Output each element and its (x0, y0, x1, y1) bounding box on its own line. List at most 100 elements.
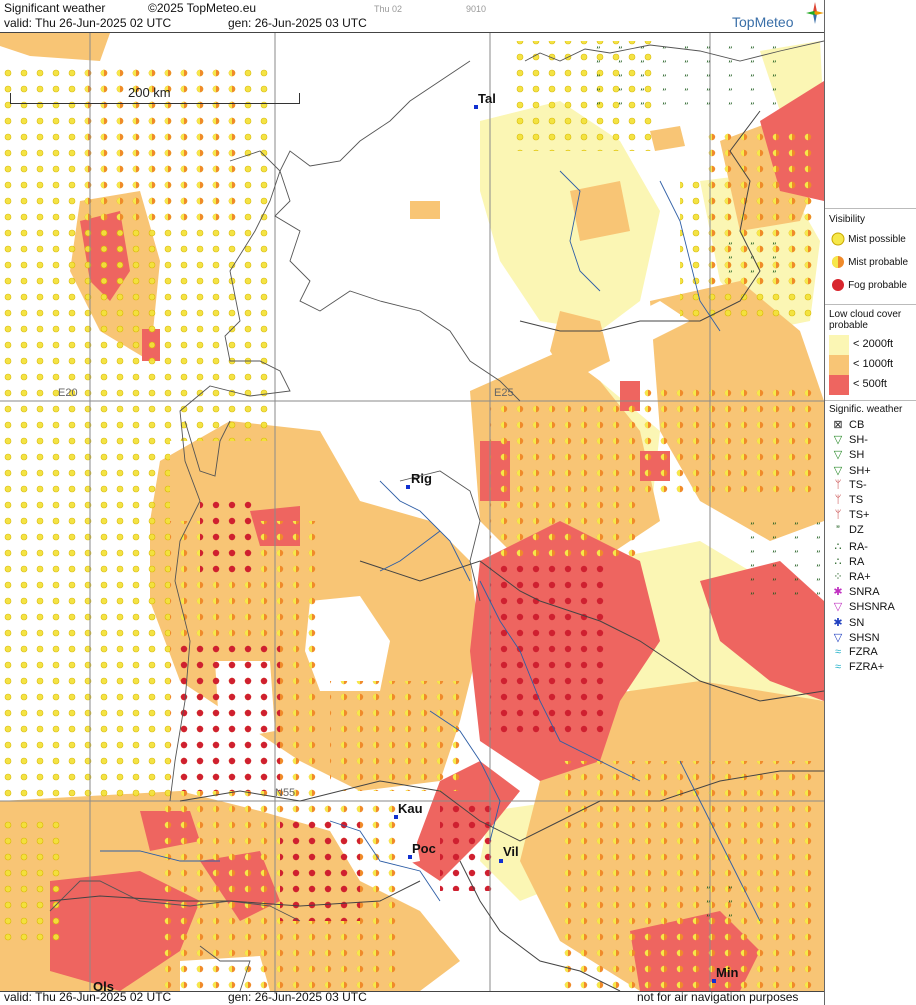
legend-wx-cb: ⊠ CB (831, 418, 864, 432)
legend-mist-probable: Mist probable (831, 255, 908, 269)
scale-label: 200 km (128, 85, 171, 100)
legend-wx-ra: ∴ RA (831, 555, 865, 569)
footer-generated-time: gen: 26-Jun-2025 03 UTC (228, 990, 367, 1004)
legend-wx-snra: ✱ SNRA (831, 585, 880, 599)
scale-bar (10, 93, 300, 104)
rain-icon: ∴ (834, 555, 842, 568)
legend-wx-label: SN (849, 616, 865, 629)
legend-cloud-title-1: Low cloud cover (829, 309, 902, 320)
legend-wx-label: SNRA (849, 586, 880, 599)
legend-wx-label: TS- (849, 478, 867, 491)
drizzle-icon: ” (836, 524, 840, 537)
legend-wx-shsnra: ▽ SHSNRA (831, 600, 895, 614)
legend-fog-probable: Fog probable (831, 278, 907, 292)
legend-cloud-1000: < 1000ft (853, 358, 894, 370)
rivers (100, 170, 761, 922)
legend-wx-shplus: ▽ SH+ (831, 464, 871, 478)
legend-wx-label: SHSN (849, 631, 880, 644)
legend-panel: Visibility Mist possible Mist probable F… (824, 0, 916, 1005)
footer-valid-time: valid: Thu 26-Jun-2025 02 UTC (4, 990, 172, 1004)
grid-label-e20: E20 (58, 387, 78, 399)
faint-code-label: 9010 (466, 4, 487, 14)
legend-cloud-2000: < 2000ft (853, 338, 894, 350)
legend-mist-probable-label: Mist probable (848, 256, 909, 268)
map-canvas: ” (0, 33, 824, 991)
city-marker-rig (406, 485, 410, 489)
legend-wx-tsminus: ᛘ TS- (831, 479, 867, 493)
drizzle-marks (590, 41, 820, 921)
copyright: ©2025 TopMeteo.eu (148, 1, 257, 15)
fog-probable-dots (180, 501, 610, 921)
city-label-ols: Ols (93, 979, 114, 994)
legend-wx-label: SH- (849, 434, 868, 447)
legend-wx-shminus: ▽ SH- (831, 433, 868, 447)
legend-wx-label: CB (849, 419, 865, 431)
thunder-light-icon: ᛘ (834, 478, 842, 491)
city-label-poc: Poc (412, 841, 436, 856)
legend-wx-label: SH+ (849, 464, 871, 477)
legend-wx-fzraplus: ≈ FZRA+ (831, 661, 884, 675)
legend-wx-dz: ” DZ (831, 524, 864, 538)
legend-wx-label: RA- (849, 540, 868, 553)
legend-mist-possible: Mist possible (831, 232, 906, 246)
cloud-scale (829, 335, 849, 395)
city-marker-tal (474, 105, 478, 109)
legend-wx-ts: ᛘ TS (831, 494, 863, 508)
legend-wx-label: TS (849, 494, 864, 506)
rain-light-icon: ∴ (834, 540, 842, 553)
header: Significant weather ©2025 TopMeteo.eu Th… (0, 0, 824, 32)
city-marker-min (712, 979, 716, 983)
borders (49, 110, 824, 991)
legend-visibility-title: Visibility (829, 214, 865, 225)
legend-wx-label: TS+ (849, 509, 870, 522)
shower-heavy-icon: ▽ (833, 464, 843, 477)
mist-possible-icon (831, 232, 845, 246)
city-label-vil: Vil (503, 844, 519, 859)
sleet-icon: ✱ (833, 586, 843, 599)
city-marker-poc (408, 855, 412, 859)
compass-logo-icon (806, 2, 824, 24)
mist-probable-icon (832, 256, 844, 268)
thunder-icon: ᛘ (834, 494, 842, 506)
grid-label-e25: E25 (494, 387, 514, 399)
legend-wx-label: SH (849, 449, 865, 462)
footer-disclaimer: not for air navigation purposes (637, 990, 799, 1004)
legend-wx-label: RA (849, 555, 865, 568)
shower-light-icon: ▽ (833, 434, 843, 447)
legend-wx-label: SHSNRA (849, 601, 895, 614)
city-label-kau: Kau (398, 801, 423, 816)
legend-wx-label: DZ (849, 524, 864, 537)
legend-wx-fzra: ≈ FZRA (831, 646, 878, 660)
sleet-shower-icon: ▽ (833, 601, 843, 614)
legend-cloud-title-2: probable (829, 320, 868, 331)
legend-fog-probable-label: Fog probable (848, 279, 907, 291)
city-marker-vil (499, 859, 503, 863)
legend-wx-label: RA+ (849, 571, 871, 583)
cb-icon: ⊠ (833, 419, 843, 431)
snow-shower-icon: ▽ (833, 631, 843, 644)
legend-wx-tsplus: ᛘ TS+ (831, 509, 870, 523)
graticule (0, 33, 824, 991)
valid-time: valid: Thu 26-Jun-2025 02 UTC (4, 16, 172, 30)
shower-icon: ▽ (833, 449, 843, 462)
fog-probable-icon (832, 279, 844, 291)
legend-mist-possible-label: Mist possible (848, 233, 906, 245)
snow-icon: ✱ (833, 616, 843, 629)
faint-run-label: Thu 02 (374, 4, 403, 14)
city-label-rig: Rig (411, 471, 432, 486)
rain-heavy-icon: ⁘ (833, 571, 843, 583)
footer: valid: Thu 26-Jun-2025 02 UTC gen: 26-Ju… (0, 990, 824, 1005)
legend-wx-title: Signific. weather (829, 404, 903, 415)
legend-wx-raminus: ∴ RA- (831, 540, 868, 554)
legend-wx-sn: ✱ SN (831, 616, 864, 630)
legend-wx-sh: ▽ SH (831, 448, 865, 462)
freezing-rain-heavy-icon: ≈ (834, 661, 842, 674)
thunder-heavy-icon: ᛘ (834, 509, 842, 522)
legend-wx-raplus: ⁘ RA+ (831, 570, 871, 584)
city-label-min: Min (716, 965, 739, 980)
coastlines (49, 40, 824, 991)
weather-map[interactable]: ” (0, 32, 824, 994)
brand-logo-text: TopMeteo (732, 14, 794, 30)
city-label-tal: Tal (478, 91, 496, 106)
grid-label-n55: N55 (275, 787, 296, 799)
